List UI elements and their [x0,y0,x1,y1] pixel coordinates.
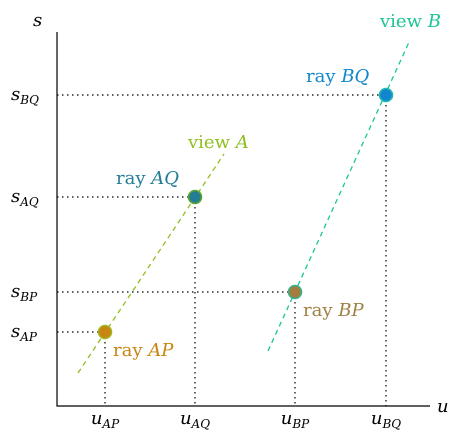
ray-ap-dot [98,325,112,339]
ray-aq-dot [188,190,202,204]
ray-ap-dot-ring [97,324,113,340]
s-tick-bp: sBP [11,281,38,304]
u-tick-labels: uAP uAQ uBP uBQ [91,408,401,431]
u-tick-aq: uAQ [180,408,210,431]
ray-aq-label: ray AQ [116,168,179,189]
ray-ap-label: ray AP [113,340,174,361]
view-a-label: view A [187,132,249,153]
view-a-line [77,153,225,374]
ray-bp-dot-ring [287,284,303,300]
view-lines [77,39,411,374]
view-labels: view A view B [187,11,441,153]
ray-bp-label: ray BP [303,300,364,321]
s-axis-label: s [33,10,42,31]
ray-points [97,87,394,340]
s-tick-aq: sAQ [11,186,39,209]
axes-lines [56,32,430,407]
view-b-label: view B [379,11,441,32]
ray-bq-dot [379,88,393,102]
u-tick-bp: uBP [281,408,310,431]
projection-guides [57,94,387,406]
ray-bq-label: ray BQ [306,66,369,87]
ray-bp-dot [288,285,302,299]
ray-aq-dot-ring [187,189,203,205]
s-tick-bq: sBQ [11,84,39,107]
u-axis-label: u [437,396,449,417]
view-b-line [267,39,411,352]
axes: s u [33,10,449,417]
ray-bq-dot-ring [378,87,394,103]
ray-labels: ray AP ray AQ ray BP ray BQ [113,66,369,361]
s-tick-ap: sAP [11,321,38,344]
u-tick-ap: uAP [91,408,120,431]
s-tick-labels: sBQ sAQ sBP sAP [11,84,39,344]
u-tick-bq: uBQ [371,408,401,431]
